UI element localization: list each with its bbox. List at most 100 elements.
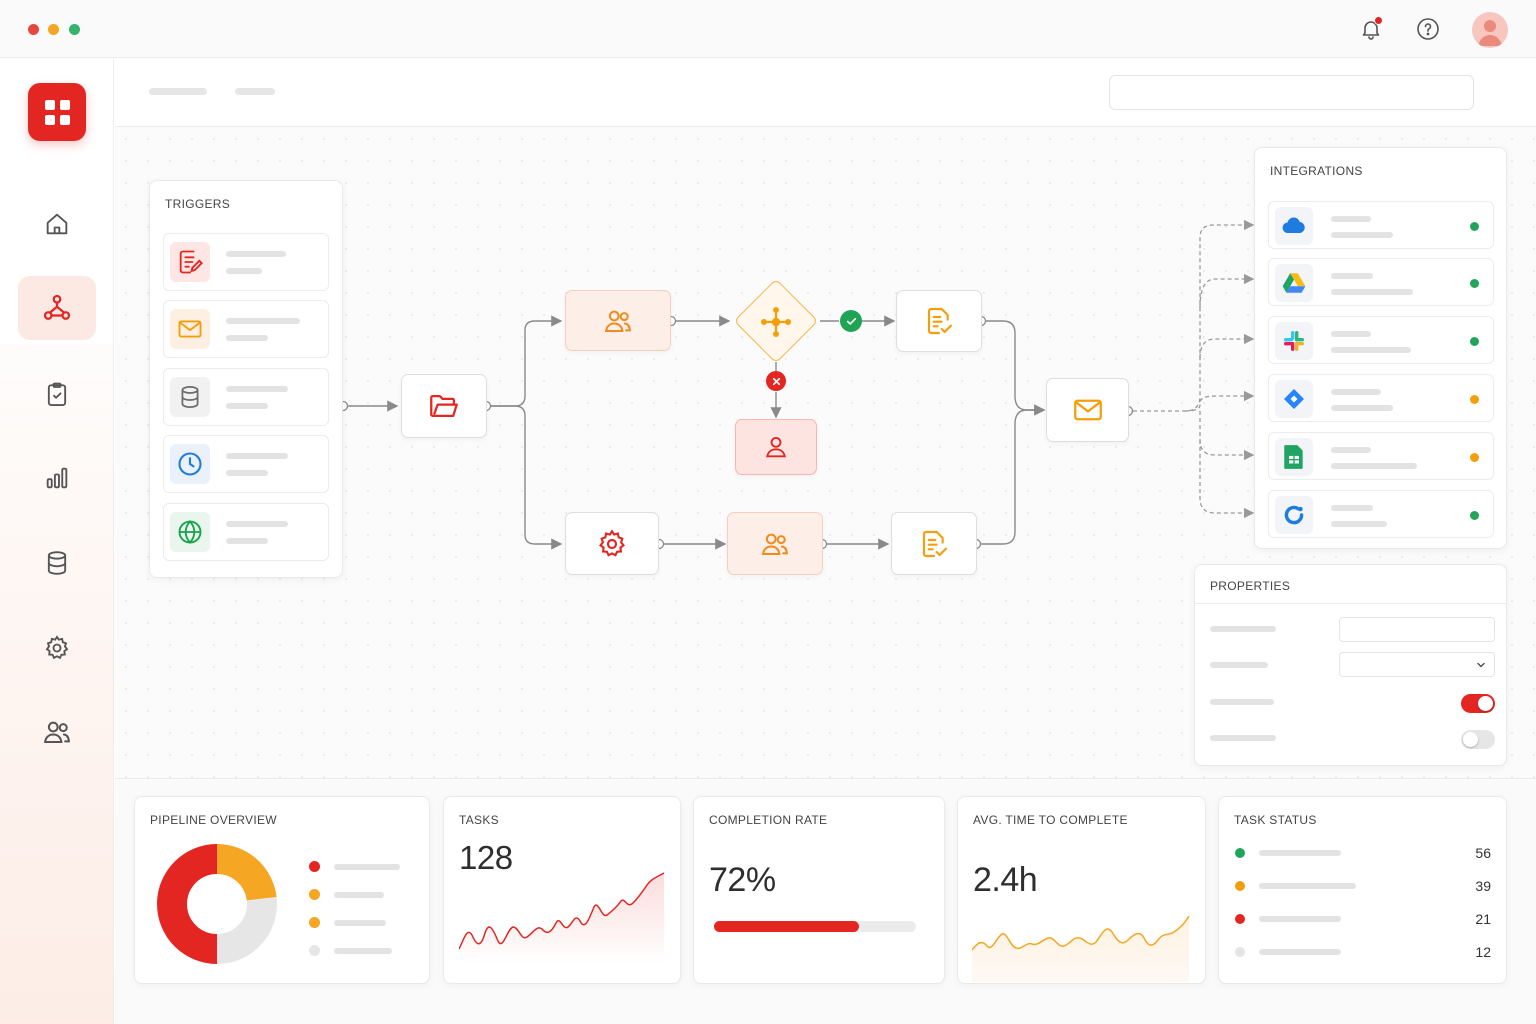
task-status-title: TASK STATUS [1234,813,1317,827]
tasks-title: TASKS [459,813,499,827]
notifications-button[interactable] [1356,14,1386,44]
completion-rate-card: COMPLETION RATE 72% [693,796,945,984]
trigger-item-form[interactable] [163,233,329,291]
triggers-panel: TRIGGERS [149,180,343,578]
nav-analytics[interactable] [18,446,96,510]
property-select[interactable] [1339,652,1495,677]
google-sheets-icon [1284,445,1303,469]
integration-item-sync[interactable] [1268,490,1494,538]
help-button[interactable] [1413,14,1443,44]
status-dot [1470,453,1479,462]
trigger-item-webhook[interactable] [163,503,329,561]
cloud-icon [1282,217,1305,234]
sidebar [0,58,114,1024]
chevron-down-icon [1477,662,1485,668]
maximize-window-button[interactable] [69,24,80,35]
users-icon [43,721,70,743]
folder-icon [430,394,458,418]
task-check-icon [927,307,953,335]
legend-dot [309,889,320,900]
property-toggle-off[interactable] [1461,730,1495,749]
node-user-review[interactable] [735,419,817,475]
workflow-canvas[interactable]: TRIGGERS [115,128,1536,778]
status-count: 12 [1475,944,1491,960]
globe-icon [178,520,202,544]
status-dot [1470,279,1479,288]
legend-dot [309,945,320,956]
clipboard-check-icon [47,382,67,407]
home-icon [46,213,68,235]
status-legend-dot [1235,881,1245,891]
node-send-email[interactable] [1046,378,1129,442]
completion-progress-track [714,921,916,932]
status-count: 21 [1475,911,1491,927]
trigger-icon-container [170,309,210,349]
form-icon [179,250,203,274]
app-logo[interactable] [28,83,86,141]
donut-segment [157,844,277,964]
sync-icon [1284,505,1304,525]
completion-title: COMPLETION RATE [709,813,828,827]
nav-settings[interactable] [18,616,96,680]
node-team-review[interactable] [727,512,823,575]
trigger-icon-container [170,512,210,552]
user-avatar[interactable] [1472,12,1508,48]
page-header [115,58,1536,127]
status-dot [1470,511,1479,520]
status-dot [1470,222,1479,231]
node-settings[interactable] [565,512,659,575]
trigger-item-email[interactable] [163,300,329,358]
nav-users[interactable] [18,700,96,764]
integration-item-slack[interactable] [1268,316,1494,364]
status-legend-dot [1235,914,1245,924]
triggers-title: TRIGGERS [165,197,231,211]
integration-item-jira[interactable] [1268,374,1494,422]
nav-home[interactable] [18,192,96,256]
status-dot [1470,395,1479,404]
property-text-input[interactable] [1339,617,1495,642]
node-task-complete[interactable] [891,512,977,575]
integration-item-google-drive[interactable] [1268,258,1494,306]
tasks-card: TASKS 128 [443,796,681,984]
users-icon [761,533,788,555]
breadcrumb-first[interactable] [149,88,207,95]
users-icon [604,310,631,332]
workflow-icon [43,294,71,320]
check-icon [846,317,856,325]
trigger-icon-container [170,242,210,282]
integrations-panel: INTEGRATIONS [1254,147,1507,549]
database-icon [181,386,199,408]
breadcrumb-second[interactable] [235,88,275,95]
node-task-approve[interactable] [896,290,982,352]
integration-item-google-sheets[interactable] [1268,432,1494,480]
integrations-title: INTEGRATIONS [1270,164,1363,178]
avg-time-value: 2.4h [973,861,1038,899]
integration-item-cloud[interactable] [1268,201,1494,249]
property-toggle-on[interactable] [1461,694,1495,713]
close-window-button[interactable] [28,24,39,35]
tasks-value: 128 [459,839,513,876]
minimize-window-button[interactable] [48,24,59,35]
status-count: 56 [1475,845,1491,861]
avg-time-title: AVG. TIME TO COMPLETE [973,813,1128,827]
nav-workflows[interactable] [18,276,96,340]
pipeline-donut-chart [157,844,277,964]
nav-database[interactable] [18,531,96,595]
mail-icon [1073,399,1102,421]
trigger-item-database[interactable] [163,368,329,426]
google-drive-icon [1282,273,1306,293]
trigger-item-schedule[interactable] [163,435,329,493]
trigger-icon-container [170,377,210,417]
nav-tasks[interactable] [18,362,96,426]
gear-icon [599,528,625,557]
search-input[interactable] [1109,75,1474,110]
status-legend-dot [1235,848,1245,858]
notification-badge [1374,16,1383,25]
clock-icon [178,452,202,476]
stats-section: PIPELINE OVERVIEW TASKS 128 COMPLETION R… [115,778,1536,1024]
slack-icon [1284,331,1304,351]
node-assign-team[interactable] [565,290,671,351]
node-folder[interactable] [401,374,487,438]
jira-icon [1284,389,1304,409]
properties-panel: PROPERTIES [1194,564,1508,766]
